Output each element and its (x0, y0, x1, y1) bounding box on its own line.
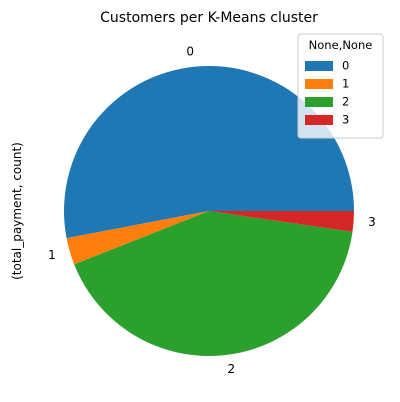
pie-slice-3 (209, 211, 354, 232)
legend-swatch-3 (305, 115, 333, 125)
pie-label-1: 1 (48, 248, 56, 262)
chart-title: Customers per K-Means cluster (100, 10, 318, 26)
legend-label-1: 1 (342, 77, 349, 91)
pie-slice-1 (66, 211, 209, 265)
pie-slice-0 (63, 65, 355, 239)
legend-swatch-1 (305, 79, 333, 89)
legend-swatch-2 (305, 97, 333, 107)
legend: None,None 0 1 2 3 (297, 33, 384, 139)
pie-slice-2 (74, 211, 353, 357)
pie-label-2: 2 (228, 362, 236, 376)
y-axis-label: (total_payment, count) (10, 142, 24, 280)
legend-label-0: 0 (342, 59, 349, 73)
pie-labels: 0 1 2 3 (48, 45, 376, 376)
legend-label-2: 2 (342, 95, 349, 109)
pie-label-3: 3 (368, 215, 376, 229)
legend-title: None,None (309, 38, 373, 52)
pie-label-0: 0 (186, 45, 194, 59)
legend-label-3: 3 (342, 113, 349, 127)
legend-swatch-0 (305, 61, 333, 71)
pie-slices (63, 65, 355, 357)
legend-frame (297, 33, 384, 139)
